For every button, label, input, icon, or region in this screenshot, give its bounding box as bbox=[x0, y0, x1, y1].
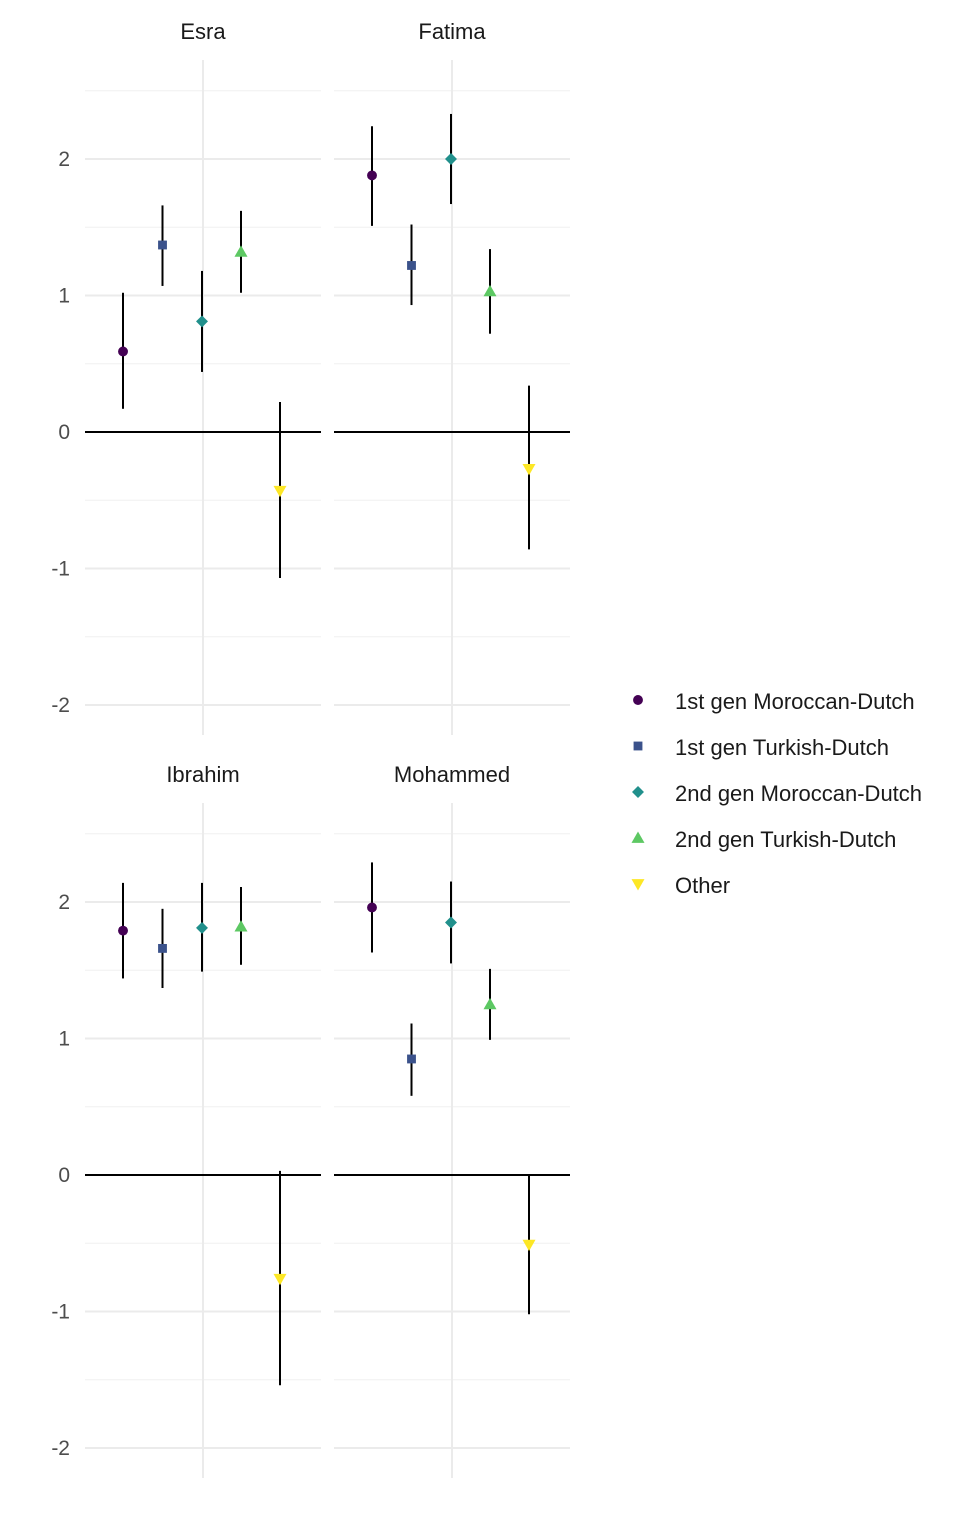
data-point bbox=[445, 916, 457, 929]
data-point bbox=[273, 485, 287, 498]
facet-panel-mohammed: Mohammed bbox=[334, 762, 570, 1478]
legend-key bbox=[633, 695, 643, 705]
legend: 1st gen Moroccan-Dutch 1st gen Turkish-Du… bbox=[631, 689, 922, 898]
data-point bbox=[483, 284, 497, 297]
data-point bbox=[407, 1054, 416, 1064]
y-tick-label: 0 bbox=[58, 421, 70, 444]
y-tick-label: -1 bbox=[51, 1301, 70, 1324]
facet-title: Ibrahim bbox=[166, 762, 239, 787]
facet-panel-esra: Esra 2 1 0 -1 -2 bbox=[51, 19, 321, 735]
data-point bbox=[196, 921, 208, 934]
data-point bbox=[522, 1239, 536, 1252]
data-point bbox=[118, 346, 128, 357]
data-point bbox=[483, 997, 497, 1010]
facet-panel-fatima: Fatima bbox=[334, 19, 570, 735]
legend-label: Other bbox=[675, 873, 730, 898]
facet-title: Esra bbox=[180, 19, 226, 44]
data-point bbox=[273, 1273, 287, 1286]
data-point bbox=[445, 153, 457, 165]
facet-title: Mohammed bbox=[394, 762, 510, 787]
facet-panel-ibrahim: Ibrahim 2 1 0 -1 -2 bbox=[51, 762, 321, 1478]
data-point bbox=[234, 245, 248, 257]
data-point bbox=[158, 943, 167, 953]
data-point bbox=[367, 170, 377, 181]
y-tick-label: -2 bbox=[51, 1437, 70, 1460]
data-point bbox=[367, 902, 377, 913]
legend-key bbox=[633, 741, 643, 751]
data-point bbox=[158, 240, 167, 250]
data-point bbox=[407, 261, 416, 270]
y-tick-label: 2 bbox=[58, 148, 70, 171]
legend-key bbox=[631, 879, 645, 891]
data-point bbox=[522, 463, 536, 476]
legend-label: 1st gen Moroccan-Dutch bbox=[675, 689, 915, 714]
data-point bbox=[118, 925, 128, 936]
legend-label: 1st gen Turkish-Dutch bbox=[675, 735, 889, 760]
legend-label: 2nd gen Turkish-Dutch bbox=[675, 827, 896, 852]
legend-key bbox=[632, 786, 644, 798]
data-point bbox=[234, 920, 248, 932]
data-point bbox=[196, 315, 208, 328]
y-tick-label: 1 bbox=[58, 285, 70, 308]
legend-label: 2nd gen Moroccan-Dutch bbox=[675, 781, 922, 806]
y-tick-label: 2 bbox=[58, 891, 70, 914]
y-tick-label: -1 bbox=[51, 558, 70, 581]
y-tick-label: 0 bbox=[58, 1164, 70, 1187]
y-tick-label: -2 bbox=[51, 694, 70, 717]
y-tick-label: 1 bbox=[58, 1028, 70, 1051]
facet-title: Fatima bbox=[418, 19, 486, 44]
legend-key bbox=[631, 831, 645, 843]
